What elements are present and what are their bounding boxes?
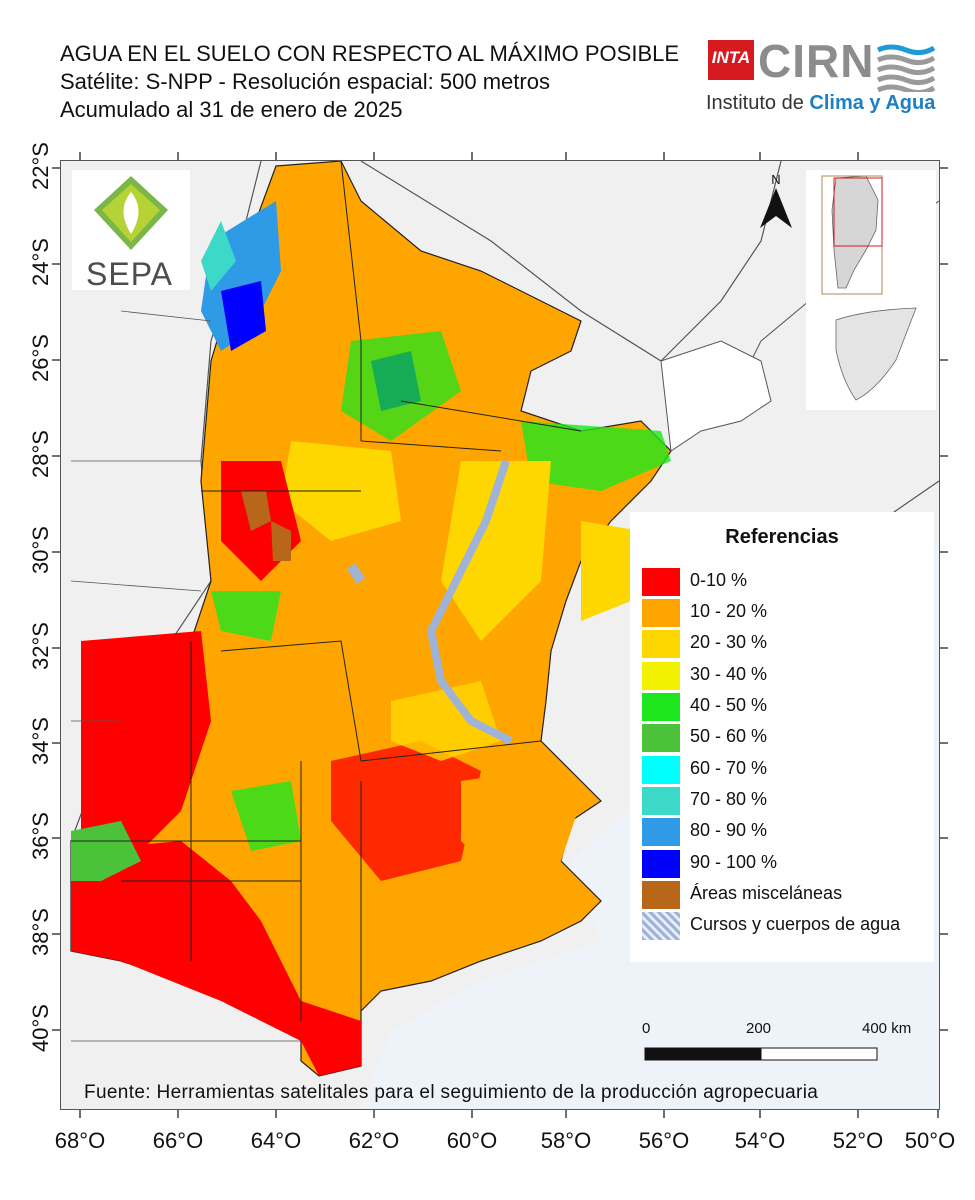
legend-swatch bbox=[642, 630, 680, 658]
lat-label-40: 40°S bbox=[28, 1004, 53, 1052]
cirn-logo-text: CIRN bbox=[758, 35, 875, 87]
lon-label-50: 50°O bbox=[904, 1128, 956, 1153]
legend-item-60-70: 60 - 70 % bbox=[642, 756, 932, 784]
lon-label-68: 68°O bbox=[54, 1128, 106, 1153]
lon-label-56: 56°O bbox=[638, 1128, 690, 1153]
legend-swatch bbox=[642, 693, 680, 721]
legend-item-30-40: 30 - 40 % bbox=[642, 662, 932, 690]
lat-label-34: 34°S bbox=[28, 717, 53, 765]
inset-map-graphic bbox=[821, 175, 917, 401]
lon-label-66: 66°O bbox=[152, 1128, 204, 1153]
lon-label-64: 64°O bbox=[250, 1128, 302, 1153]
lon-label-62: 62°O bbox=[348, 1128, 400, 1153]
legend-item-20-30: 20 - 30 % bbox=[642, 630, 932, 658]
lon-label-58: 58°O bbox=[540, 1128, 592, 1153]
map-subtitle-satellite: Satélite: S-NPP - Resolución espacial: 5… bbox=[60, 69, 550, 94]
lat-label-30: 30°S bbox=[28, 526, 53, 574]
lat-label-24: 24°S bbox=[28, 238, 53, 286]
lat-label-26: 26°S bbox=[28, 334, 53, 382]
instituto-clima-agua: Instituto de Clima y Agua bbox=[706, 92, 936, 114]
lat-label-32: 32°S bbox=[28, 622, 53, 670]
north-arrow-icon: N bbox=[760, 172, 792, 228]
legend-swatch bbox=[642, 787, 680, 815]
legend-item-40-50: 40 - 50 % bbox=[642, 693, 932, 721]
legend-item-50-60: 50 - 60 % bbox=[642, 724, 932, 752]
legend-swatch bbox=[642, 818, 680, 846]
legend-item-misc: Áreas misceláneas bbox=[642, 881, 932, 909]
sepa-logo: SEPA bbox=[72, 170, 190, 292]
legend-item-80-90: 80 - 90 % bbox=[642, 818, 932, 846]
legend-swatch bbox=[642, 724, 680, 752]
cirn-waves-icon bbox=[876, 44, 936, 92]
scale-label-400: 400 km bbox=[862, 1020, 912, 1037]
map-title-block: AGUA EN EL SUELO CON RESPECTO AL MÁXIMO … bbox=[60, 40, 679, 124]
legend-swatch bbox=[642, 599, 680, 627]
scale-bar bbox=[644, 1047, 878, 1061]
lat-label-38: 38°S bbox=[28, 908, 53, 956]
lon-label-60: 60°O bbox=[446, 1128, 498, 1153]
lat-label-22: 22°S bbox=[28, 142, 53, 190]
inset-locator-map bbox=[806, 170, 936, 410]
lat-label-28: 28°S bbox=[28, 430, 53, 478]
legend-item-10-20: 10 - 20 % bbox=[642, 599, 932, 627]
legend-swatch bbox=[642, 850, 680, 878]
lon-label-52: 52°O bbox=[832, 1128, 884, 1153]
sepa-leaf-icon bbox=[94, 176, 168, 250]
legend-swatch bbox=[642, 912, 680, 940]
svg-text:N: N bbox=[771, 172, 780, 187]
lat-label-36: 36°S bbox=[28, 812, 53, 860]
legend-panel: Referencias 0-10 % 10 - 20 % 20 - 30 % 3… bbox=[630, 512, 934, 962]
inta-logo: INTA bbox=[708, 40, 754, 80]
map-subtitle-date: Acumulado al 31 de enero de 2025 bbox=[60, 97, 403, 122]
legend-item-90-100: 90 - 100 % bbox=[642, 850, 932, 878]
legend-title: Referencias bbox=[725, 526, 839, 548]
legend-swatch bbox=[642, 568, 680, 596]
legend-swatch bbox=[642, 662, 680, 690]
map-title: AGUA EN EL SUELO CON RESPECTO AL MÁXIMO … bbox=[60, 41, 680, 66]
legend-item-70-80: 70 - 80 % bbox=[642, 787, 932, 815]
source-note: Fuente: Herramientas satelitales para el… bbox=[84, 1082, 819, 1103]
scale-label-200: 200 bbox=[746, 1020, 772, 1037]
legend-swatch bbox=[642, 881, 680, 909]
lon-label-54: 54°O bbox=[734, 1128, 786, 1153]
legend-swatch bbox=[642, 756, 680, 784]
legend-item-water: Cursos y cuerpos de agua bbox=[642, 912, 932, 940]
scale-label-0: 0 bbox=[642, 1020, 651, 1037]
legend-item-0-10: 0-10 % bbox=[642, 568, 932, 596]
